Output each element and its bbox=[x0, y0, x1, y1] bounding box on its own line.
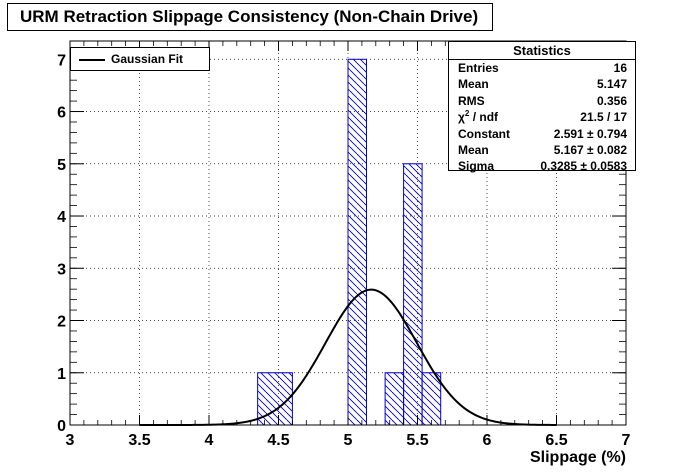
legend: Gaussian Fit bbox=[70, 47, 210, 71]
x-tick-label: 3 bbox=[66, 432, 75, 449]
stats-key: Mean bbox=[458, 142, 489, 157]
x-tick-label: 3.5 bbox=[128, 432, 150, 449]
stats-key: Sigma bbox=[458, 159, 495, 174]
statistics-title: Statistics bbox=[449, 42, 635, 60]
x-tick-label: 5.5 bbox=[406, 432, 428, 449]
histogram-bar bbox=[421, 372, 442, 426]
stats-row-mean: Mean 5.147 bbox=[449, 76, 635, 92]
stats-row-fit-mean: Mean 5.167 ± 0.082 bbox=[449, 142, 635, 158]
y-tick-label: 5 bbox=[57, 157, 66, 174]
y-tick-label: 1 bbox=[57, 366, 66, 383]
y-tick-label: 0 bbox=[57, 418, 66, 435]
x-tick-label: 4.5 bbox=[267, 432, 289, 449]
y-tick-label: 7 bbox=[57, 52, 66, 69]
stats-row-rms: RMS 0.356 bbox=[449, 93, 635, 109]
stats-value: 0.356 bbox=[596, 93, 627, 108]
legend-entry-gaussian-fit: Gaussian Fit bbox=[111, 52, 184, 66]
y-tick-label: 2 bbox=[57, 314, 66, 331]
stats-row-chi2: χ2 / ndf 21.5 / 17 bbox=[449, 109, 635, 125]
stats-key: RMS bbox=[458, 93, 485, 108]
x-tick-label: 4 bbox=[205, 432, 214, 449]
x-axis-label: Slippage (%) bbox=[530, 449, 626, 466]
x-tick-label: 6 bbox=[483, 432, 492, 449]
stats-key: Entries bbox=[458, 61, 499, 75]
stats-row-entries: Entries 16 bbox=[449, 60, 635, 76]
stats-value: 2.591 ± 0.794 bbox=[553, 126, 627, 141]
stats-row-constant: Constant 2.591 ± 0.794 bbox=[449, 126, 635, 142]
y-tick-label: 4 bbox=[57, 209, 66, 226]
stats-value: 5.167 ± 0.082 bbox=[553, 142, 627, 157]
stats-key: χ2 / ndf bbox=[458, 109, 498, 125]
stats-key: Mean bbox=[458, 77, 489, 92]
stats-key: Constant bbox=[458, 126, 510, 141]
legend-line-swatch bbox=[79, 59, 105, 61]
stats-value: 21.5 / 17 bbox=[580, 110, 627, 125]
y-tick-label: 6 bbox=[57, 105, 66, 122]
histogram-bar bbox=[347, 58, 367, 426]
stats-value: 5.147 bbox=[596, 77, 627, 92]
bars bbox=[257, 58, 442, 426]
statistics-box: Statistics Entries 16 Mean 5.147 RMS 0.3… bbox=[448, 41, 636, 174]
x-tick-label: 7 bbox=[622, 432, 631, 449]
stats-row-sigma: Sigma 0.3285 ± 0.0583 bbox=[449, 158, 635, 174]
histogram-bar bbox=[403, 163, 423, 426]
x-tick-label: 6.5 bbox=[545, 432, 567, 449]
y-tick-label: 3 bbox=[57, 261, 66, 278]
x-tick-label: 5 bbox=[344, 432, 353, 449]
stats-value: 16 bbox=[613, 61, 627, 75]
chart-title: URM Retraction Slippage Consistency (Non… bbox=[7, 3, 493, 31]
stats-value: 0.3285 ± 0.0583 bbox=[540, 159, 627, 174]
chi-tail: / ndf bbox=[469, 110, 499, 125]
chi-superscript: 2 bbox=[464, 109, 470, 119]
chi-symbol: χ bbox=[458, 110, 465, 125]
histogram-bar bbox=[384, 372, 405, 426]
